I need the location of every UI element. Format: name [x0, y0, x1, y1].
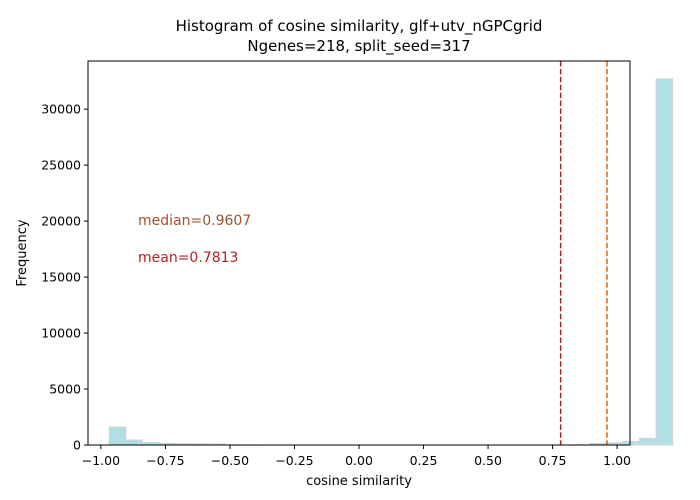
y-axis-ticks: 0 5000 10000 15000 20000 25000 30000 — [41, 102, 88, 453]
x-tick-label: −0.50 — [211, 453, 249, 468]
y-tick-label: 10000 — [41, 326, 81, 341]
x-tick-label: 0.50 — [474, 453, 502, 468]
x-tick-label: −0.75 — [146, 453, 184, 468]
x-tick-label: 0.25 — [410, 453, 438, 468]
histogram-bar — [108, 426, 127, 446]
x-tick-label: −0.25 — [275, 453, 313, 468]
mean-annotation: mean=0.7813 — [138, 250, 238, 266]
chart-title: Histogram of cosine similarity, glf+utv_… — [176, 17, 543, 36]
y-tick-label: 20000 — [41, 214, 81, 229]
median-annotation: median=0.9607 — [138, 213, 251, 229]
x-tick-label: −1.00 — [82, 453, 120, 468]
histogram-bar — [622, 440, 641, 446]
y-tick-label: 30000 — [41, 102, 81, 117]
x-axis-label: cosine similarity — [306, 474, 412, 489]
histogram-bar — [639, 437, 657, 446]
y-tick-label: 15000 — [41, 270, 81, 285]
reference-lines — [559, 61, 608, 445]
y-tick-label: 5000 — [49, 382, 81, 397]
x-tick-label: 0.00 — [345, 453, 373, 468]
y-tick-label: 25000 — [41, 158, 81, 173]
x-tick-label: 0.75 — [539, 453, 567, 468]
x-tick-label: 1.00 — [603, 453, 631, 468]
histogram-bar — [655, 78, 674, 446]
y-axis-label: Frequency — [15, 219, 30, 286]
y-tick-label: 0 — [73, 438, 81, 453]
histogram-bar — [125, 439, 143, 446]
chart-subtitle: Ngenes=218, split_seed=317 — [247, 37, 470, 56]
x-axis-ticks: −1.00 −0.75 −0.50 −0.25 0.00 0.25 0.50 0.75 1.00 — [82, 445, 631, 468]
